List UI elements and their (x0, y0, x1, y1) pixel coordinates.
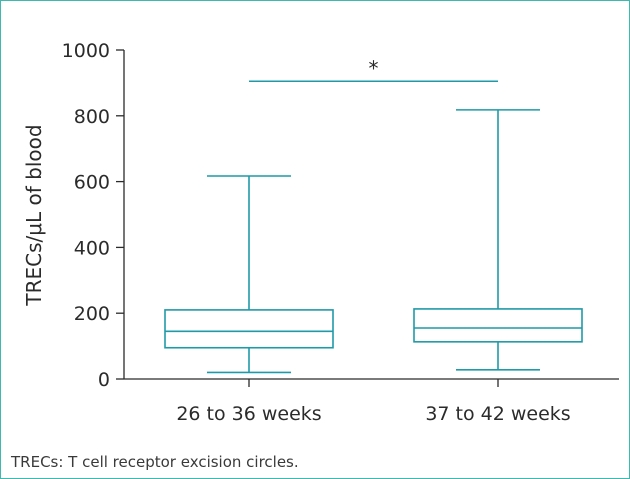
y-tick-label: 600 (74, 172, 110, 194)
y-tick-label: 200 (74, 303, 110, 325)
x-tick-label: 37 to 42 weeks (425, 403, 570, 425)
figure-footnote: TRECs: T cell receptor excision circles. (11, 453, 299, 471)
significance-marker: * (369, 56, 379, 80)
box-marks: * (164, 56, 583, 374)
y-tick-label: 800 (74, 106, 110, 128)
axes: 0 200 400 600 800 1000 26 to 36 weeks 37 to 42 … (62, 40, 619, 425)
y-tick-label: 400 (74, 237, 110, 259)
y-tick-label: 0 (98, 369, 110, 391)
x-tick-label: 26 to 36 weeks (176, 403, 321, 425)
iqr-box (413, 308, 583, 343)
iqr-box (164, 309, 334, 349)
y-tick-label: 1000 (62, 40, 110, 62)
box-plot-chart: 0 200 400 600 800 1000 26 to 36 weeks 37 to 42 … (22, 40, 619, 425)
y-axis-label: TRECs/μL of blood (22, 124, 46, 306)
